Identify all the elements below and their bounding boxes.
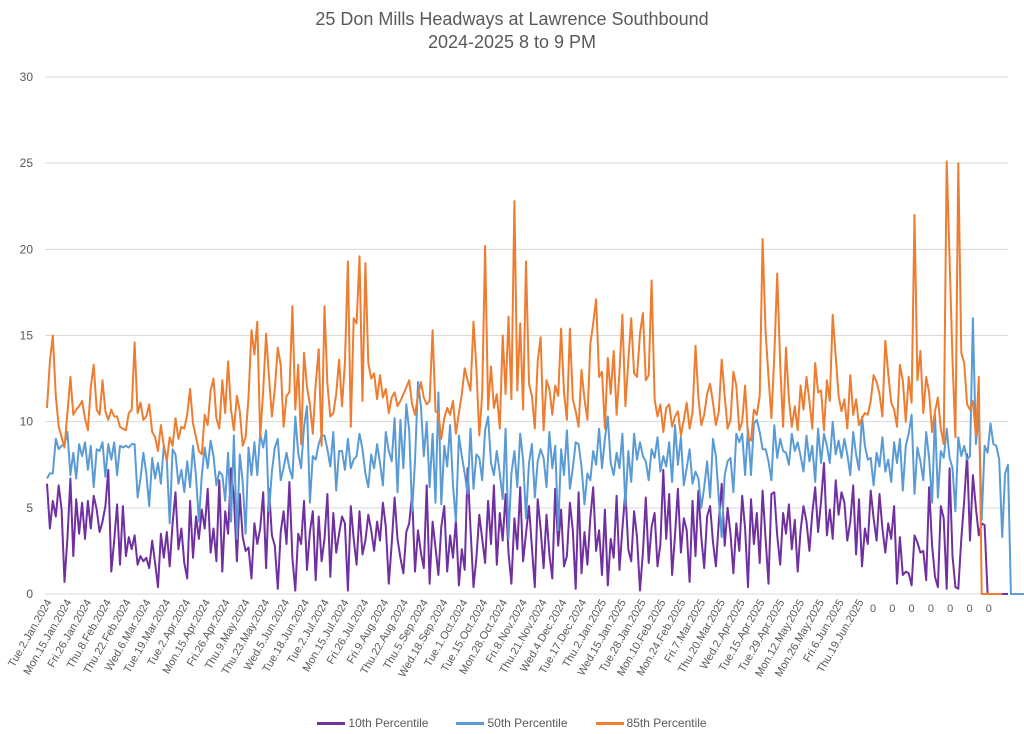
series-line-50th-percentile: [46, 317, 1024, 595]
legend-label-85th: 85th Percentile: [626, 716, 707, 730]
legend-swatch-50th: [456, 721, 485, 725]
series-line-85th-percentile: [46, 160, 1003, 595]
x-tick-label: 0: [928, 603, 934, 615]
x-tick-label: 0: [966, 603, 972, 615]
y-tick-label: 20: [20, 242, 34, 256]
series-line-10th-percentile: [46, 453, 1008, 595]
y-tick-label: 30: [20, 70, 34, 84]
x-tick-label: 0: [889, 603, 895, 615]
legend-label-50th: 50th Percentile: [487, 716, 568, 730]
legend-swatch-10th: [317, 721, 346, 725]
legend: 10th Percentile 50th Percentile 85th Per…: [0, 716, 1024, 730]
legend-item-50th[interactable]: 50th Percentile: [456, 716, 568, 730]
legend-swatch-85th: [595, 721, 624, 725]
x-tick-label: 0: [947, 603, 953, 615]
y-tick-label: 5: [26, 501, 33, 515]
series-lines: [46, 160, 1024, 595]
x-tick-label: 0: [986, 603, 992, 615]
x-tick-label: 0: [909, 603, 915, 615]
chart-title: 25 Don Mills Headways at Lawrence Southb…: [315, 9, 709, 29]
legend-item-10th[interactable]: 10th Percentile: [317, 716, 428, 730]
x-axis-ticks: Tue.2.Jan.2024Mon.15.Jan.2024Fri.26.Jan.…: [6, 598, 992, 680]
y-tick-label: 15: [20, 329, 34, 343]
y-tick-label: 10: [20, 415, 34, 429]
legend-label-10th: 10th Percentile: [348, 716, 429, 730]
x-tick-label: 0: [870, 603, 876, 615]
y-axis-ticks: 0 5 10 15 20 25 30: [20, 70, 34, 601]
chart-subtitle: 2024-2025 8 to 9 PM: [427, 32, 597, 52]
legend-item-85th[interactable]: 85th Percentile: [595, 716, 707, 730]
y-tick-label: 25: [20, 156, 34, 170]
y-tick-label: 0: [26, 587, 33, 601]
